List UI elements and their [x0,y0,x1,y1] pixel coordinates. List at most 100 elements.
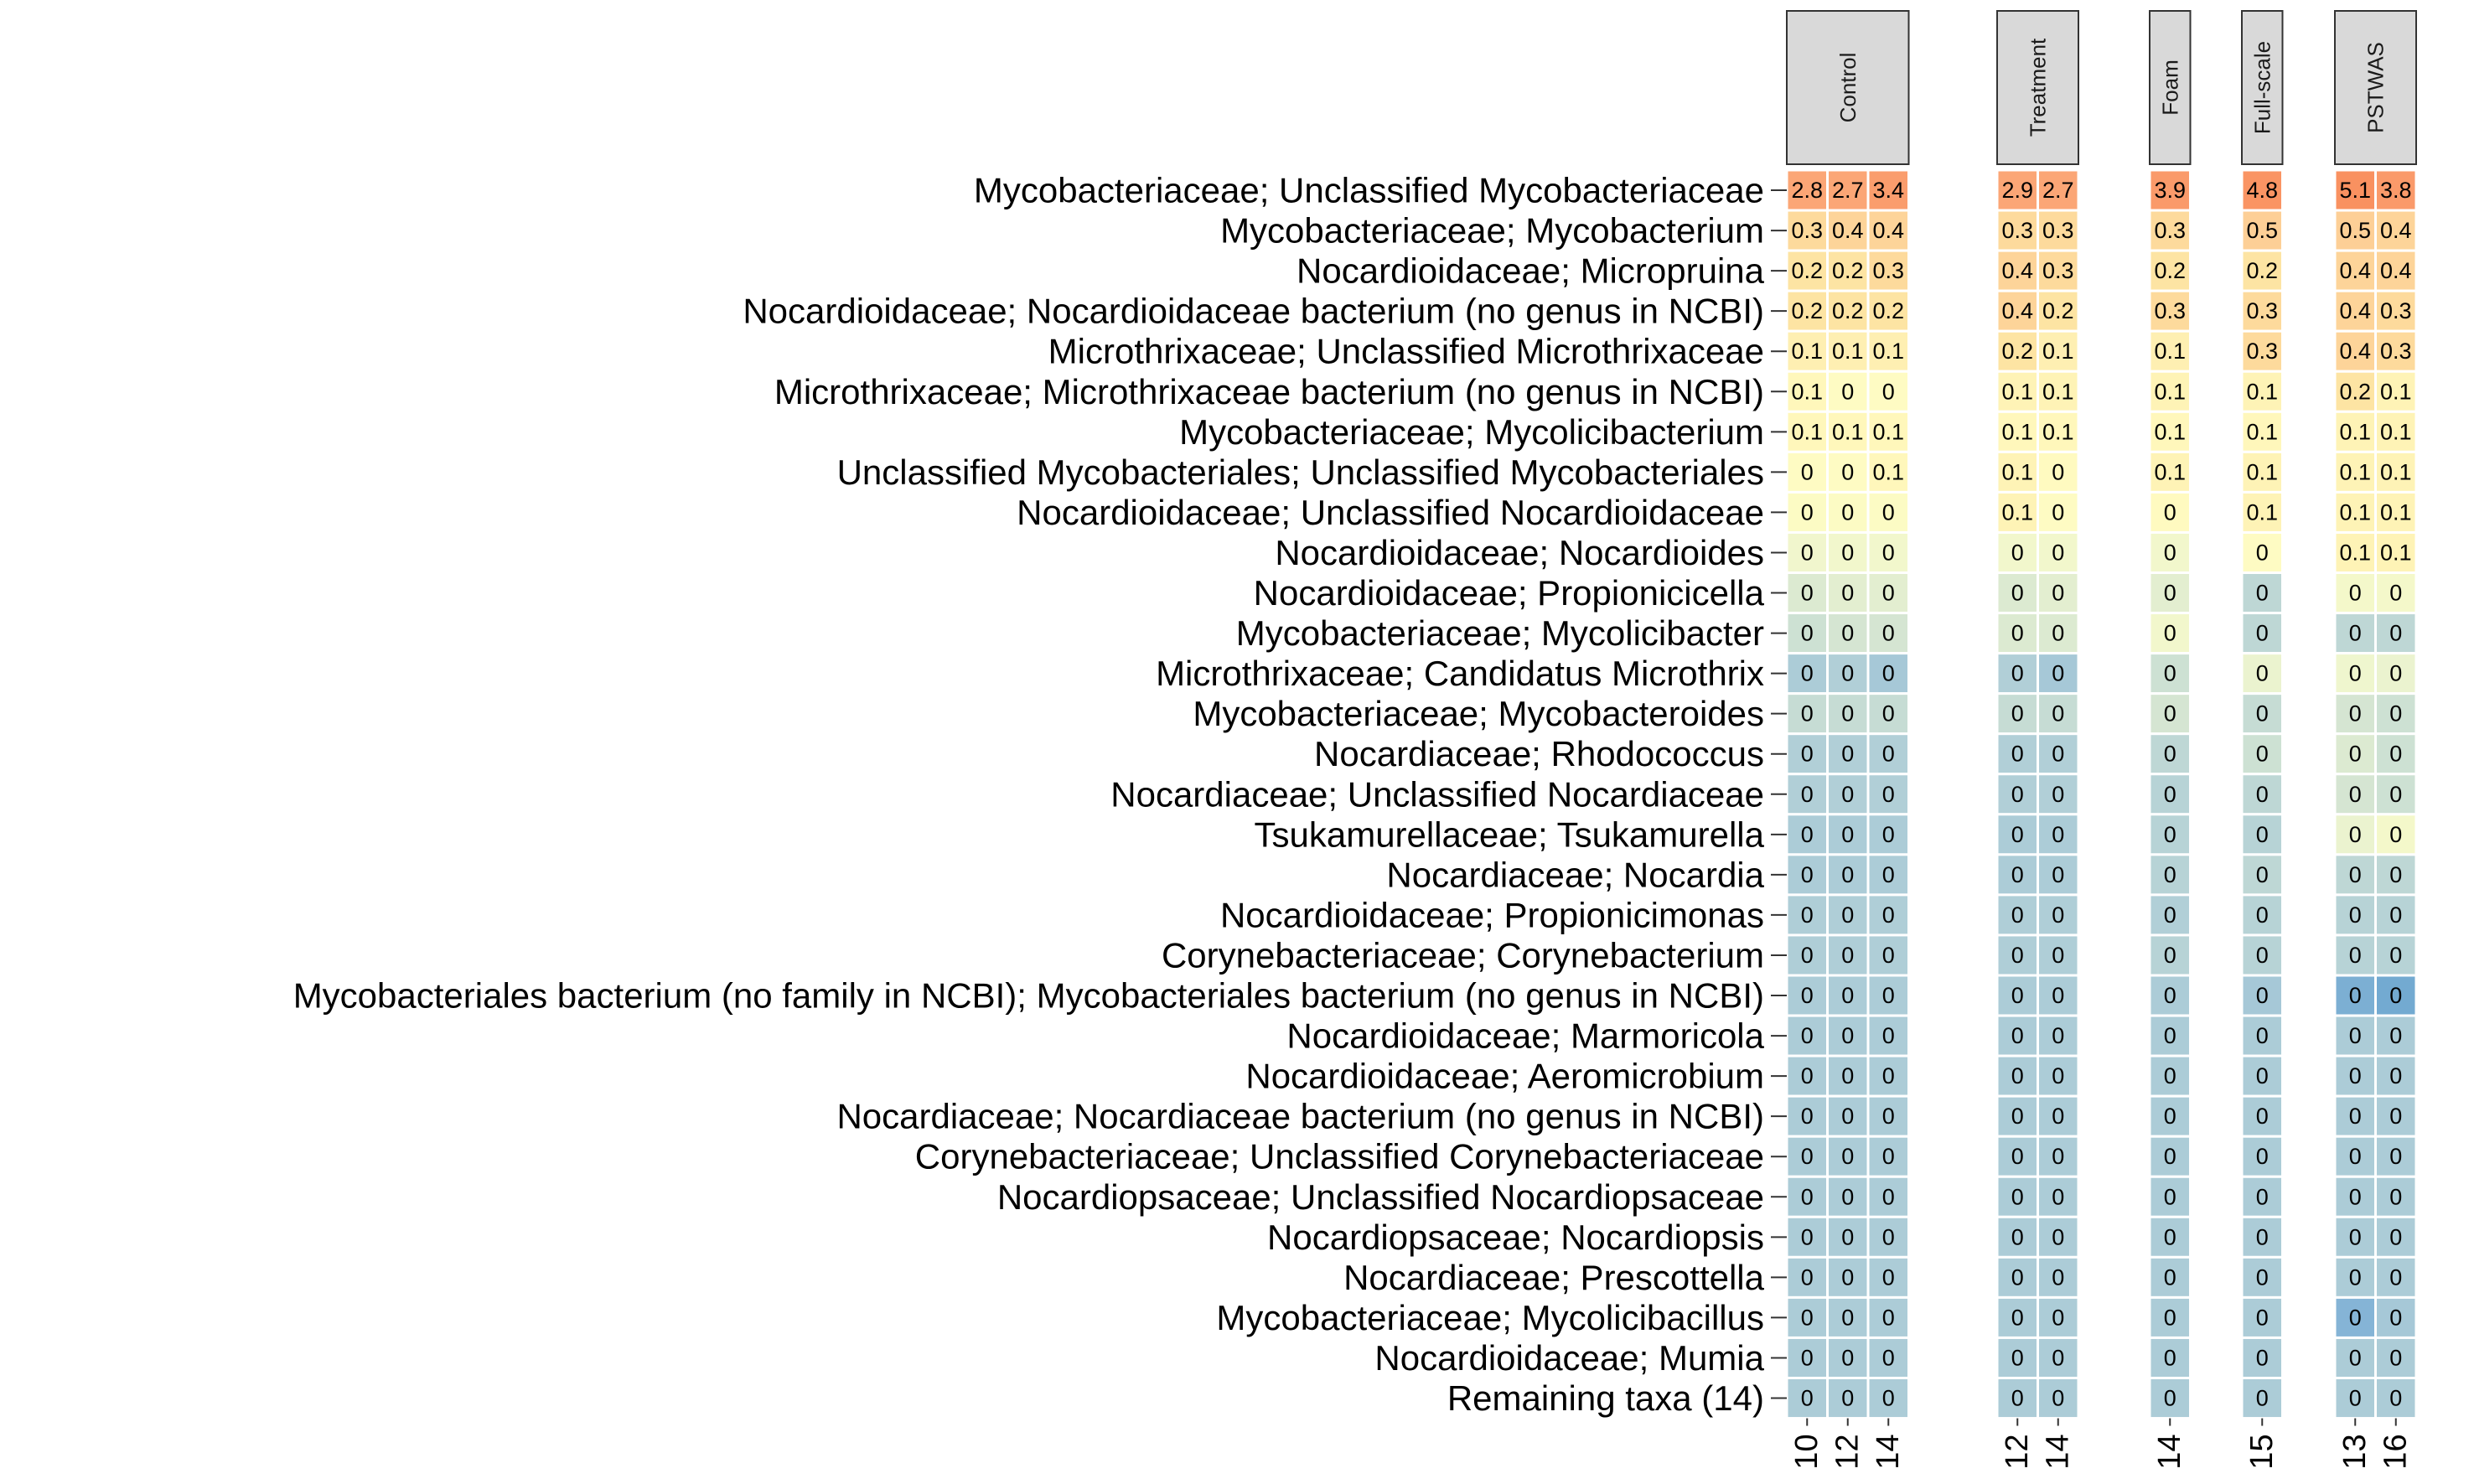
cell-value-label: 0 [2164,661,2176,686]
heatmap-cell [2374,410,2418,453]
heatmap-cell [2333,249,2377,292]
heatmap-cell [2037,329,2080,373]
cell-value-label: 0 [2011,862,2024,887]
cell-value-label: 0 [2011,1386,2024,1411]
cell-value-label: 0 [2389,1305,2402,1330]
cell-value-label: 0 [1841,621,1854,646]
heatmap-cell [2333,1215,2377,1259]
cell-value-label: 0 [1841,943,1854,968]
cell-value-label: 0 [1882,621,1895,646]
cell-value-label: 0 [1841,1023,1854,1048]
cell-value-label: 0 [2389,822,2402,847]
cell-value-label: 0 [1882,581,1895,606]
cell-value-label: 0 [1801,661,1814,686]
heatmap-cell [2148,612,2192,655]
panel-strip: Treatment [1996,10,2079,165]
cell-value-label: 0 [1841,540,1854,565]
y-tick-label: Nocardiaceae; Unclassified Nocardiaceae [1110,774,1764,814]
cell-value-label: 0 [2011,782,2024,807]
cell-value-label: 0.3 [2042,218,2074,243]
cell-value-label: 0.1 [2042,379,2074,404]
cell-value-label: 0 [1801,581,1814,606]
cell-value-label: 0 [1882,379,1895,404]
column-labels: 10 12 14 12 14 14 15 13 16 [1789,1418,2414,1470]
cell-value-label: 0.3 [2246,298,2278,323]
heatmap-cell [1866,893,1910,937]
cell-value-label: 0 [1882,701,1895,726]
heatmap-cell [2240,652,2284,695]
cell-value-label: 0 [1801,862,1814,887]
x-tick-label: 13 [2337,1434,2373,1469]
cell-value-label: 0 [1841,983,1854,1008]
panel-strip-label: Foam [2157,59,2182,115]
heatmap-cell [2333,410,2377,453]
cell-value-label: 0 [1882,782,1895,807]
y-tick-label: Nocardiaceae; Prescottella [1343,1258,1765,1297]
cell-value-label: 0 [2011,1184,2024,1209]
panel-strip-background [2241,10,2284,165]
cell-value-label: 0 [2011,1224,2024,1249]
heatmap-cell [2333,1377,2377,1420]
cell-value-label: 0 [1882,1305,1895,1330]
heatmap-cell [2148,1175,2192,1218]
cell-value-label: 0 [2011,943,2024,968]
cell-value-label: 0 [2052,499,2064,525]
cell-value-label: 0 [2052,1386,2064,1411]
cell-value-label: 0 [1841,1104,1854,1129]
heatmap-cell [2148,168,2192,212]
cell-value-label: 0 [2164,1144,2176,1169]
cell-value-label: 0.1 [1872,339,1904,364]
x-tick-label: 12 [2000,1434,2035,1469]
cell-value-label: 0 [1841,1144,1854,1169]
cell-value-label: 0.1 [2042,339,2074,364]
cell-value-label: 0 [2389,1063,2402,1088]
cell-value-label: 0.2 [2339,379,2371,404]
cell-value-label: 0 [2256,581,2269,606]
cell-value-label: 0 [1882,1063,1895,1088]
heatmap-cell [1866,1175,1910,1218]
heatmap-cell [1866,249,1910,292]
heatmap-cell [1785,1094,1829,1138]
cell-value-label: 0.4 [2339,339,2371,364]
y-tick-label: Mycobacteriaceae; Mycolicibacterium [1179,412,1764,452]
y-tick-label: Remaining taxa (14) [1447,1378,1764,1418]
y-tick-label: Unclassified Mycobacteriales; Unclassifi… [837,452,1764,492]
heatmap-cell [1995,974,2039,1017]
heatmap-cell [1826,410,1870,453]
cell-value-label: 0 [2389,1023,2402,1048]
cell-value-label: 0 [1801,459,1814,484]
heatmap-cell [2240,974,2284,1017]
y-tick-label: Microthrixaceae; Microthrixaceae bacteri… [774,372,1764,411]
cell-value-label: 0.1 [2246,379,2278,404]
y-tick-label: Nocardiopsaceae; Nocardiopsis [1267,1218,1764,1257]
heatmap-cell [1995,692,2039,736]
cell-value-label: 0.1 [2001,419,2033,444]
heatmap-cell [2240,933,2284,977]
heatmap-cell [1826,1377,1870,1420]
cell-value-label: 0 [2164,540,2176,565]
cell-value-label: 0.4 [2001,298,2033,323]
cell-value-label: 0 [1841,1345,1854,1370]
cell-value-label: 0 [1841,1184,1854,1209]
cell-value-label: 0 [1841,1305,1854,1330]
cell-value-label: 0 [2256,742,2269,767]
heatmap-cell [2148,853,2192,897]
cell-value-label: 0 [2349,1104,2362,1129]
cell-value-label: 0 [2164,499,2176,525]
heatmap-cell [1785,209,1829,252]
cell-value-label: 0 [2389,1144,2402,1169]
heatmap-cell [2240,168,2284,212]
cell-value-label: 0.2 [1832,298,1864,323]
cell-value-label: 0 [1882,983,1895,1008]
y-tick-label: Nocardiaceae; Nocardia [1386,855,1764,894]
cell-value-label: 2.7 [2042,178,2074,203]
heatmap-cell [2240,732,2284,776]
cell-value-label: 0 [2052,1305,2064,1330]
cell-value-label: 0 [1841,862,1854,887]
cell-value-label: 0 [2164,1345,2176,1370]
cell-value-label: 0 [1801,1144,1814,1169]
heatmap-cell [2240,813,2284,856]
heatmap-cell [2148,692,2192,736]
cell-value-label: 0 [1882,742,1895,767]
heatmap-cell [2037,209,2080,252]
